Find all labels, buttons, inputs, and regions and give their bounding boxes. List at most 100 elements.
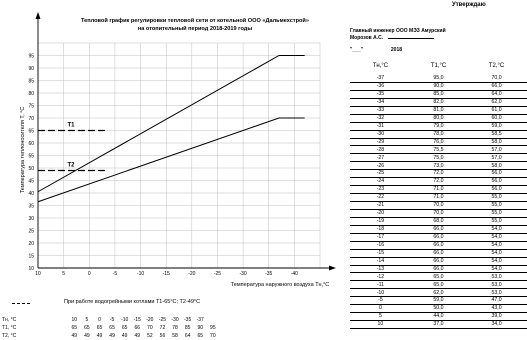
bottom-table-cell: 49 bbox=[121, 333, 128, 339]
table-cell: 54,0 bbox=[466, 265, 527, 274]
table-row: -32 80,0 60,0 bbox=[350, 114, 527, 123]
y-axis-label: Температура теплоносителя Т, °С bbox=[20, 107, 26, 194]
x-tick-label: -25 bbox=[214, 271, 221, 277]
table-cell: 56,0 bbox=[466, 185, 527, 195]
table-cell: 73,0 bbox=[410, 161, 467, 171]
bottom-row-label: Т2, °С bbox=[2, 333, 17, 339]
signature-line bbox=[388, 38, 434, 39]
table-row: -20 70,0 55,0 bbox=[350, 209, 527, 218]
y-tick-label: 50 bbox=[28, 166, 34, 172]
table-row: -25 72,0 56,0 bbox=[350, 169, 527, 179]
table-cell: 54,0 bbox=[466, 233, 527, 242]
table-row: -37 95,0 70,0 bbox=[350, 75, 527, 83]
table-cell: 39,0 bbox=[466, 312, 527, 322]
bottom-row-label: Тн, °С bbox=[2, 317, 17, 323]
table-cell: 57,0 bbox=[466, 153, 527, 163]
bottom-table-cell: 5 bbox=[85, 317, 89, 323]
bottom-table-cell: 65 bbox=[84, 325, 90, 331]
table-cell: 54,0 bbox=[466, 257, 527, 266]
table-cell: 59,0 bbox=[466, 122, 527, 131]
table-row: -30 78,0 58,5 bbox=[350, 130, 527, 139]
table-cell: 59,0 bbox=[410, 296, 467, 306]
table-cell: 55,0 bbox=[466, 217, 527, 226]
table-row: -29 76,0 58,0 bbox=[350, 138, 527, 147]
bottom-table-cell: 49 bbox=[71, 333, 78, 339]
table-cell: 79,0 bbox=[410, 122, 467, 131]
table-cell: 71,0 bbox=[410, 185, 467, 195]
table-cell: 68,0 bbox=[410, 217, 467, 226]
bottom-table-cell: 65 bbox=[71, 325, 78, 331]
table-row: -12 65,0 53,0 bbox=[350, 272, 527, 282]
table-cell: 66,0 bbox=[410, 257, 467, 266]
bottom-table-cell: 56 bbox=[159, 333, 166, 339]
table-row: -16 66,0 54,0 bbox=[350, 241, 527, 250]
chart-title-line1: Тепловой график регулировки тепловой сет… bbox=[81, 17, 309, 24]
table-cell: -19 bbox=[350, 217, 411, 226]
table-cell: 66,0 bbox=[410, 233, 467, 242]
table-cell: -16 bbox=[350, 241, 411, 250]
table-cell: 85,0 bbox=[410, 90, 467, 99]
table-row: 10 37,0 34,0 bbox=[350, 320, 527, 329]
table-cell: 72,0 bbox=[410, 169, 467, 179]
approver-block: Главный инженер ООО МЭЗ Амурский Морозов… bbox=[350, 28, 490, 41]
table-row: -26 73,0 58,0 bbox=[350, 161, 527, 171]
table-cell: -35 bbox=[350, 90, 411, 99]
table-cell: 43,0 bbox=[466, 304, 527, 314]
table-row: -11 65,0 53,0 bbox=[350, 280, 527, 290]
bottom-table-cell: 70 bbox=[210, 333, 216, 339]
bottom-row-label: Т1, °С bbox=[2, 325, 17, 331]
bottom-table-cell: 49 bbox=[109, 333, 115, 339]
table-cell: 55,0 bbox=[466, 201, 527, 210]
table-cell: 57,0 bbox=[466, 145, 527, 155]
table-cell: 58,5 bbox=[466, 130, 527, 139]
table-cell: 71,0 bbox=[410, 193, 467, 202]
temperature-table: Тн,°С Т1,°С Т2,°С -37 95,0 70,0 -36 90,0 66,0 -3… bbox=[350, 57, 527, 329]
table-row: -28 75,5 57,0 bbox=[350, 145, 527, 155]
table-cell: 58,0 bbox=[466, 138, 527, 147]
table-cell: -27 bbox=[350, 153, 411, 163]
limit-label-t2: T2 bbox=[67, 163, 75, 169]
y-tick-label: 90 bbox=[28, 66, 34, 72]
bottom-table-cell: 10 bbox=[71, 317, 78, 323]
table-header-cell: Т1,°С bbox=[430, 63, 447, 69]
y-tick-label: 10 bbox=[28, 266, 34, 272]
bottom-table-cell: -15 bbox=[133, 317, 141, 323]
x-tick-label: -15 bbox=[163, 271, 170, 277]
bottom-table-cell: -30 bbox=[171, 317, 179, 323]
x-tick-label: 5 bbox=[62, 271, 65, 277]
table-cell: 66,0 bbox=[410, 241, 467, 250]
bottom-table-cell: 70 bbox=[147, 325, 153, 331]
bottom-table-cell: 66 bbox=[134, 325, 141, 331]
table-cell: 65,0 bbox=[410, 272, 467, 282]
table-row: -13 66,0 54,0 bbox=[350, 265, 527, 274]
x-tick-label: -5 bbox=[113, 271, 118, 277]
table-cell: 61,0 bbox=[466, 106, 527, 115]
bottom-table-cell: 65 bbox=[96, 325, 103, 331]
table-cell: 44,0 bbox=[410, 312, 467, 322]
table-row: -18 66,0 54,0 bbox=[350, 225, 527, 234]
table-cell: 54,0 bbox=[466, 225, 527, 234]
limit-label-t1: T1 bbox=[67, 123, 75, 129]
y-tick-label: 70 bbox=[28, 116, 34, 122]
bottom-table-cell: 0 bbox=[98, 317, 101, 323]
x-tick-label: -20 bbox=[188, 271, 195, 277]
table-cell: -23 bbox=[350, 185, 411, 195]
boiler-note: При работе водогрейными котлами Т1-65°С;… bbox=[64, 299, 201, 305]
table-cell: 10 bbox=[350, 320, 411, 329]
table-cell: 95,0 bbox=[410, 75, 467, 83]
bottom-table-cell: 72 bbox=[159, 325, 166, 331]
y-tick-label: 30 bbox=[28, 216, 34, 222]
x-tick-label: 10 bbox=[35, 271, 41, 277]
table-cell: 53,0 bbox=[466, 280, 527, 290]
table-row: -36 90,0 66,0 bbox=[350, 82, 527, 91]
table-cell: 0 bbox=[350, 304, 411, 314]
table-row: -31 79,0 59,0 bbox=[350, 122, 527, 131]
y-tick-label: 80 bbox=[28, 91, 34, 97]
x-axis-label: Температура наружного воздуха Тн,°С bbox=[231, 282, 330, 288]
table-row: -17 66,0 54,0 bbox=[350, 233, 527, 242]
y-tick-label: 25 bbox=[28, 228, 34, 234]
table-row: -22 71,0 55,0 bbox=[350, 193, 527, 202]
bottom-table-row: Т1, °С 65 65 65 65 65 66 70 72 78 85 90 95 bbox=[2, 324, 219, 332]
table-row: -14 66,0 54,0 bbox=[350, 257, 527, 266]
